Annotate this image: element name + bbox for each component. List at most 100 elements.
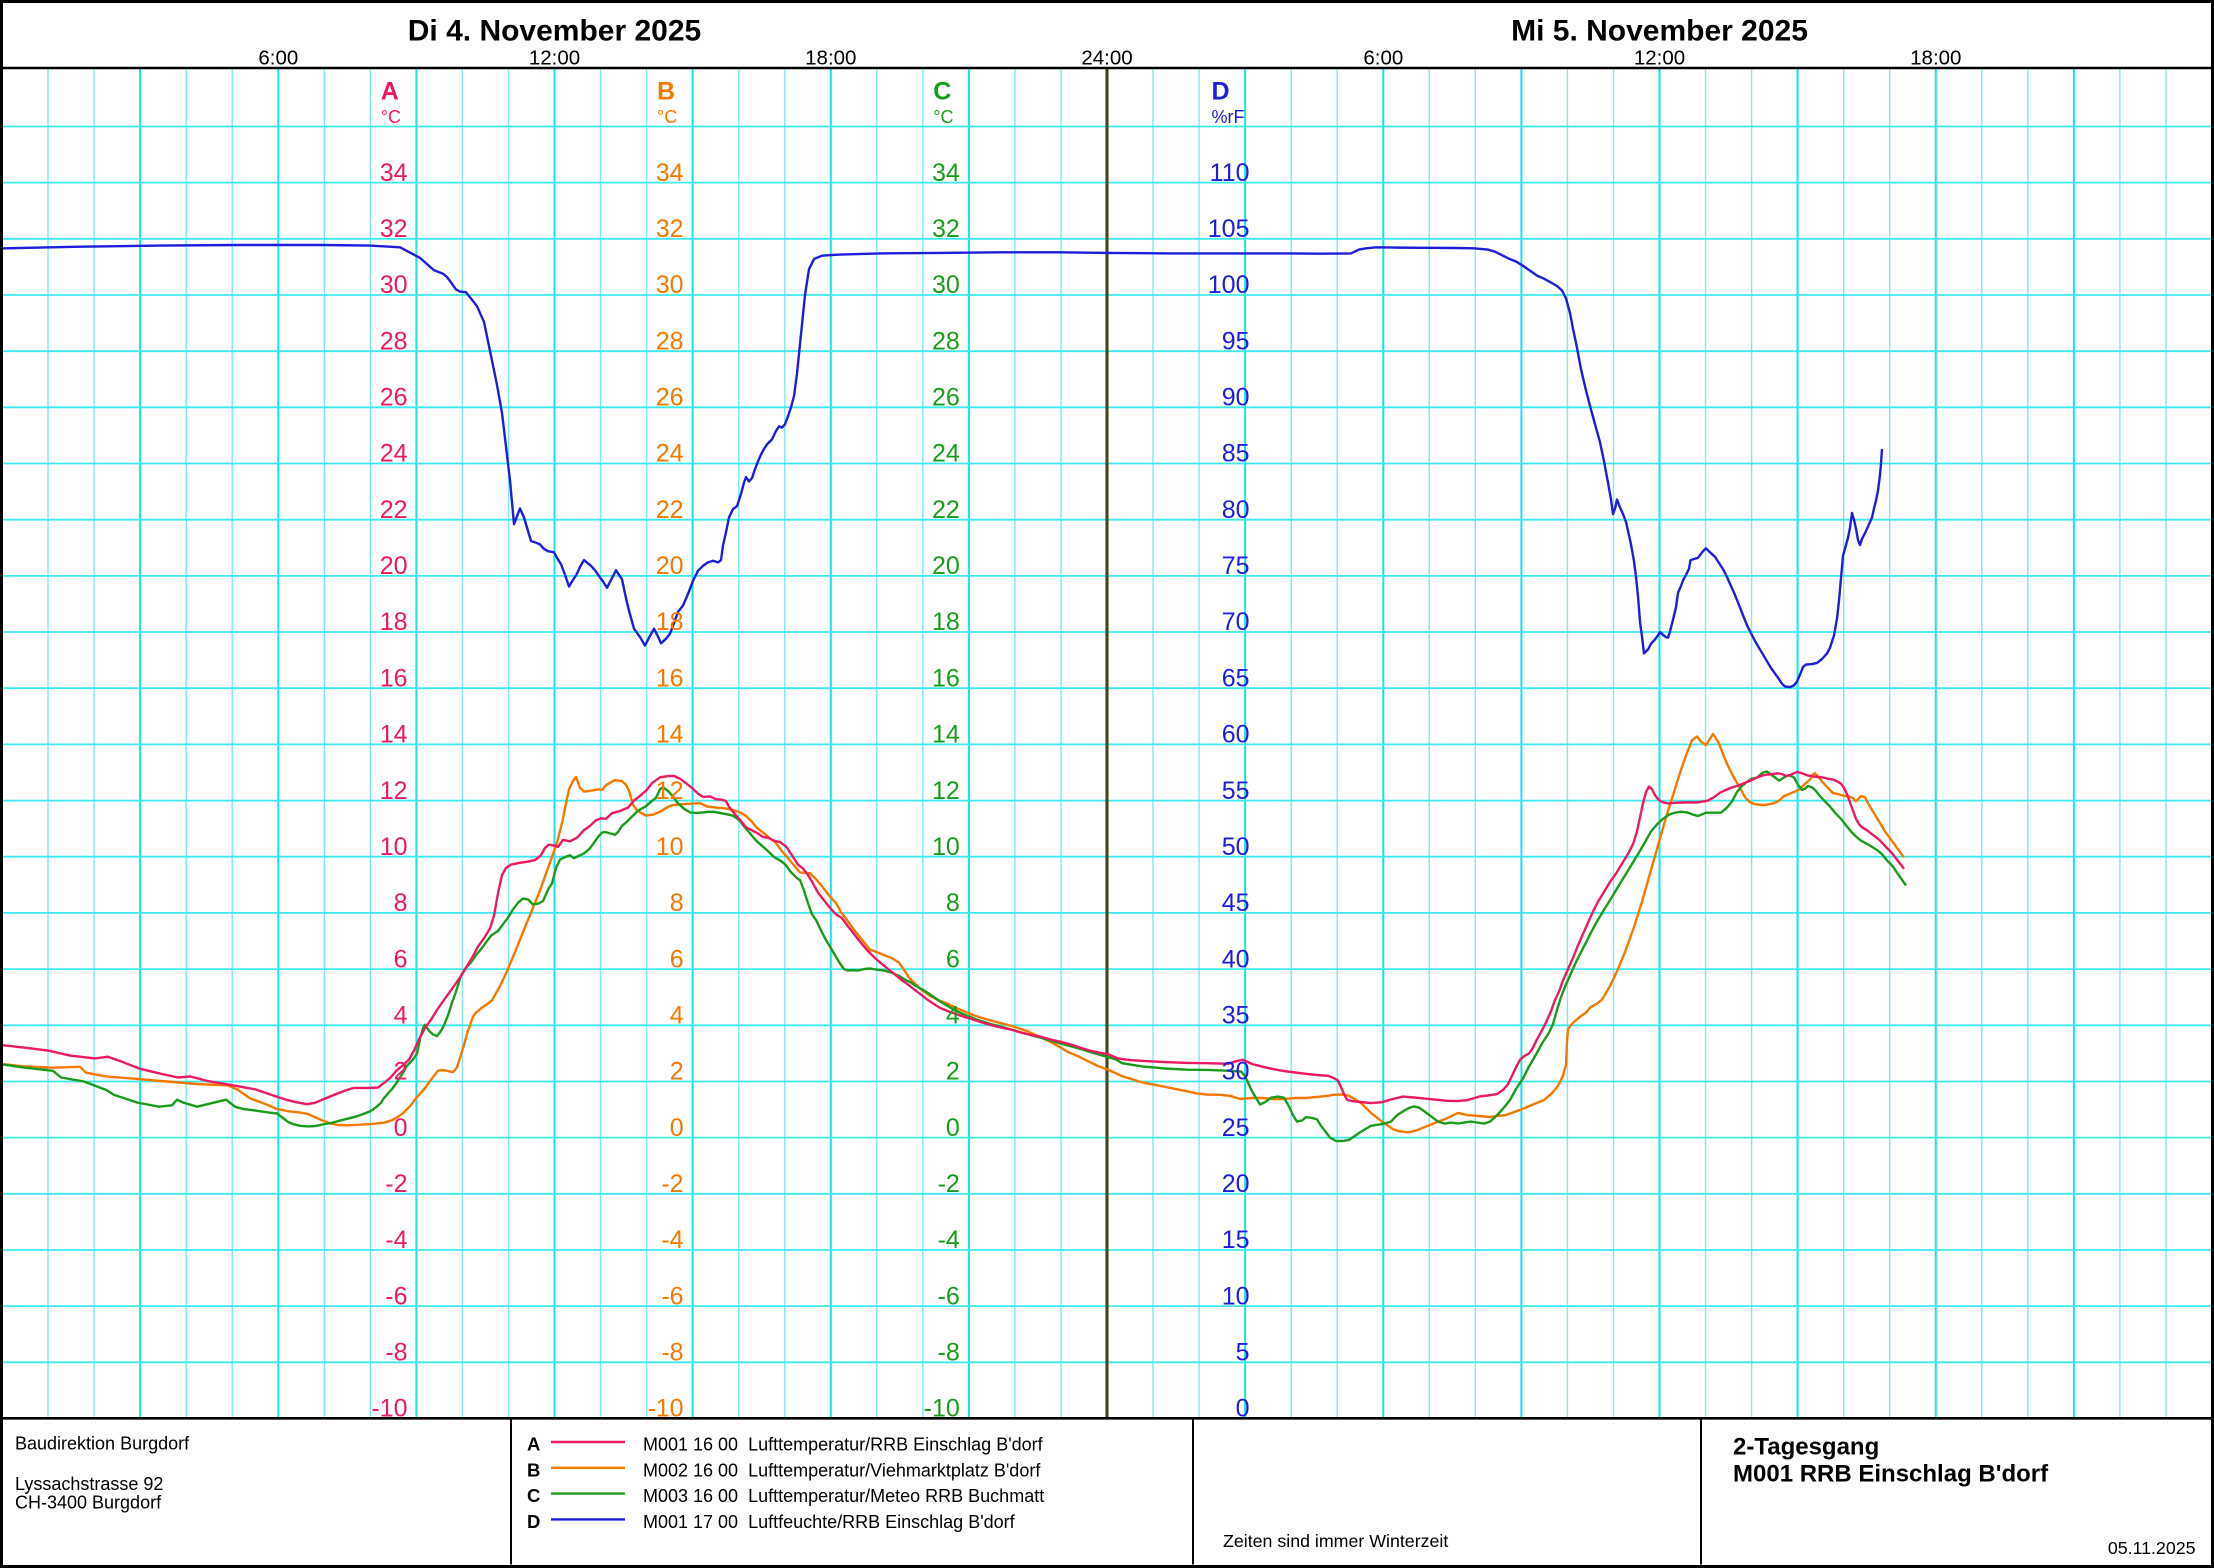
svg-text:12:00: 12:00 — [529, 47, 580, 70]
svg-text:-10: -10 — [647, 1395, 683, 1423]
svg-text:40: 40 — [1222, 945, 1250, 973]
svg-text:-8: -8 — [661, 1339, 683, 1367]
svg-text:6: 6 — [394, 945, 408, 973]
svg-text:0: 0 — [394, 1114, 408, 1142]
svg-text:-6: -6 — [661, 1282, 683, 1310]
svg-text:-10: -10 — [924, 1395, 960, 1423]
svg-text:35: 35 — [1222, 1002, 1250, 1030]
svg-text:0: 0 — [1236, 1395, 1250, 1423]
svg-text:65: 65 — [1222, 664, 1250, 692]
svg-text:18:00: 18:00 — [805, 47, 856, 70]
svg-text:18: 18 — [656, 608, 684, 636]
svg-text:2: 2 — [394, 1058, 408, 1086]
svg-text:4: 4 — [394, 1002, 408, 1030]
svg-text:32: 32 — [932, 215, 960, 243]
svg-text:-8: -8 — [938, 1339, 960, 1367]
svg-text:55: 55 — [1222, 777, 1250, 805]
svg-text:-10: -10 — [371, 1395, 407, 1423]
svg-text:100: 100 — [1208, 271, 1250, 299]
svg-text:05.11.2025: 05.11.2025 — [2108, 1538, 2196, 1558]
svg-text:32: 32 — [656, 215, 684, 243]
svg-text:-2: -2 — [938, 1170, 960, 1198]
svg-text:-2: -2 — [661, 1170, 683, 1198]
svg-text:12: 12 — [932, 777, 960, 805]
svg-text:45: 45 — [1222, 889, 1250, 917]
svg-text:0: 0 — [946, 1114, 960, 1142]
svg-text:12:00: 12:00 — [1634, 47, 1685, 70]
svg-text:B: B — [527, 1459, 540, 1480]
svg-text:M001 16 00 Lufttemperatur/RRB: M001 16 00 Lufttemperatur/RRB Einschlag … — [643, 1435, 1044, 1455]
svg-text:6:00: 6:00 — [258, 47, 298, 70]
svg-text:85: 85 — [1222, 440, 1250, 468]
svg-text:%rF: %rF — [1212, 107, 1245, 127]
svg-text:-4: -4 — [938, 1226, 960, 1254]
svg-text:22: 22 — [656, 496, 684, 524]
svg-text:16: 16 — [932, 664, 960, 692]
svg-text:A: A — [527, 1434, 540, 1455]
svg-text:6:00: 6:00 — [1363, 47, 1403, 70]
svg-text:70: 70 — [1222, 608, 1250, 636]
svg-text:B: B — [657, 77, 675, 105]
svg-text:-8: -8 — [385, 1339, 407, 1367]
svg-text:60: 60 — [1222, 721, 1250, 749]
svg-text:34: 34 — [380, 159, 408, 187]
svg-text:-4: -4 — [385, 1226, 407, 1254]
svg-text:18: 18 — [380, 608, 408, 636]
svg-text:M002 16 00 Lufttemperatur/Vie: M002 16 00 Lufttemperatur/Viehmarktplatz… — [643, 1460, 1041, 1480]
svg-text:28: 28 — [380, 327, 408, 355]
svg-text:M001 17 00 Luftfeuchte/RRB Ei: M001 17 00 Luftfeuchte/RRB Einschlag B'd… — [643, 1512, 1016, 1532]
svg-text:20: 20 — [932, 552, 960, 580]
svg-text:5: 5 — [1236, 1339, 1250, 1367]
svg-text:20: 20 — [656, 552, 684, 580]
svg-text:Lyssachstrasse 92: Lyssachstrasse 92 — [15, 1474, 163, 1494]
svg-text:-6: -6 — [938, 1282, 960, 1310]
svg-text:75: 75 — [1222, 552, 1250, 580]
svg-text:105: 105 — [1208, 215, 1250, 243]
svg-text:34: 34 — [932, 159, 960, 187]
svg-text:22: 22 — [380, 496, 408, 524]
svg-text:15: 15 — [1222, 1226, 1250, 1254]
svg-text:28: 28 — [656, 327, 684, 355]
svg-text:C: C — [933, 77, 951, 105]
svg-text:8: 8 — [670, 889, 684, 917]
svg-text:10: 10 — [380, 833, 408, 861]
svg-text:Di 4. November 2025: Di 4. November 2025 — [408, 15, 701, 48]
svg-text:A: A — [381, 77, 399, 105]
svg-text:90: 90 — [1222, 384, 1250, 412]
svg-text:110: 110 — [1210, 159, 1250, 187]
svg-text:12: 12 — [656, 777, 684, 805]
svg-text:-2: -2 — [385, 1170, 407, 1198]
svg-text:26: 26 — [656, 384, 684, 412]
svg-text:16: 16 — [380, 664, 408, 692]
svg-text:Baudirektion Burgdorf: Baudirektion Burgdorf — [15, 1433, 190, 1453]
svg-text:14: 14 — [656, 721, 684, 749]
svg-text:-4: -4 — [661, 1226, 683, 1254]
svg-text:6: 6 — [670, 945, 684, 973]
svg-text:C: C — [527, 1485, 540, 1506]
svg-text:12: 12 — [380, 777, 408, 805]
svg-text:2: 2 — [946, 1058, 960, 1086]
svg-text:6: 6 — [946, 945, 960, 973]
svg-text:16: 16 — [656, 664, 684, 692]
svg-text:°C: °C — [933, 107, 953, 127]
svg-text:8: 8 — [946, 889, 960, 917]
svg-text:M003 16 00 Lufttemperatur/Met: M003 16 00 Lufttemperatur/Meteo RRB Buch… — [643, 1486, 1044, 1506]
svg-text:28: 28 — [932, 327, 960, 355]
svg-text:24: 24 — [656, 440, 684, 468]
svg-text:°C: °C — [657, 107, 677, 127]
svg-text:2-Tagesgang: 2-Tagesgang — [1733, 1434, 1879, 1461]
svg-text:30: 30 — [656, 271, 684, 299]
svg-text:95: 95 — [1222, 327, 1250, 355]
svg-text:24:00: 24:00 — [1081, 47, 1132, 70]
svg-text:4: 4 — [670, 1002, 684, 1030]
svg-text:24: 24 — [380, 440, 408, 468]
svg-text:8: 8 — [394, 889, 408, 917]
svg-text:°C: °C — [381, 107, 401, 127]
svg-text:0: 0 — [670, 1114, 684, 1142]
svg-text:D: D — [527, 1511, 540, 1532]
svg-text:30: 30 — [380, 271, 408, 299]
svg-text:80: 80 — [1222, 496, 1250, 524]
svg-text:10: 10 — [932, 833, 960, 861]
svg-text:-6: -6 — [385, 1282, 407, 1310]
svg-text:14: 14 — [932, 721, 960, 749]
